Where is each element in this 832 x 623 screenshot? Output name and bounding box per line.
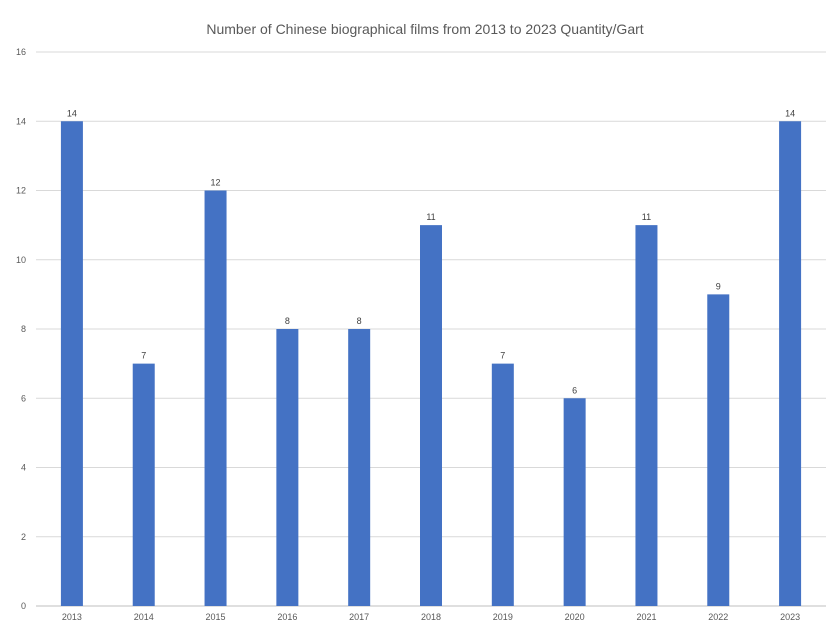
y-tick-label: 10	[16, 255, 26, 265]
bar	[420, 225, 442, 606]
y-tick-label: 14	[16, 116, 26, 126]
data-label: 7	[500, 351, 505, 361]
y-tick-label: 16	[16, 47, 26, 57]
x-tick-label: 2018	[421, 612, 441, 622]
data-label: 7	[141, 351, 146, 361]
bars	[60, 121, 802, 606]
bar	[204, 190, 227, 606]
bar	[60, 121, 83, 606]
y-tick-label: 12	[16, 186, 26, 196]
data-label: 6	[572, 385, 577, 395]
data-label: 8	[285, 316, 290, 326]
bar	[635, 225, 658, 606]
data-label: 11	[426, 212, 435, 222]
bar	[491, 363, 514, 606]
data-label: 12	[211, 178, 221, 188]
data-label: 8	[357, 316, 362, 326]
x-tick-label: 2020	[565, 612, 585, 622]
data-label: 14	[67, 108, 77, 118]
data-label: 9	[716, 281, 721, 291]
x-tick-label: 2016	[277, 612, 297, 622]
bar	[707, 294, 730, 606]
bar	[779, 121, 802, 606]
y-tick-label: 8	[21, 324, 26, 334]
bar	[276, 329, 299, 606]
chart-title: Number of Chinese biographical films fro…	[206, 21, 643, 37]
bar	[132, 363, 155, 606]
y-axis-tick-labels: 0 2 4 6 8 10 12 14 16	[16, 47, 26, 611]
x-tick-label: 2013	[62, 612, 82, 622]
bar	[563, 398, 586, 606]
y-tick-label: 0	[21, 601, 26, 611]
x-tick-label: 2019	[493, 612, 513, 622]
bar	[348, 329, 371, 606]
x-tick-label: 2023	[780, 612, 800, 622]
x-tick-label: 2017	[349, 612, 369, 622]
x-tick-label: 2022	[708, 612, 728, 622]
data-label: 14	[785, 108, 795, 118]
x-tick-label: 2021	[636, 612, 656, 622]
x-tick-label: 2014	[134, 612, 154, 622]
y-tick-label: 6	[21, 393, 26, 403]
x-axis-tick-labels: 2013 2014 2015 2016 2017 2018 2019 2020 2021 2022…	[62, 612, 800, 622]
x-tick-label: 2015	[206, 612, 226, 622]
y-tick-label: 2	[21, 532, 26, 542]
y-tick-label: 4	[21, 463, 26, 473]
data-label: 11	[642, 212, 651, 222]
data-labels: 14 7 12 8 8 11 7 6 11 9 14	[67, 108, 795, 395]
